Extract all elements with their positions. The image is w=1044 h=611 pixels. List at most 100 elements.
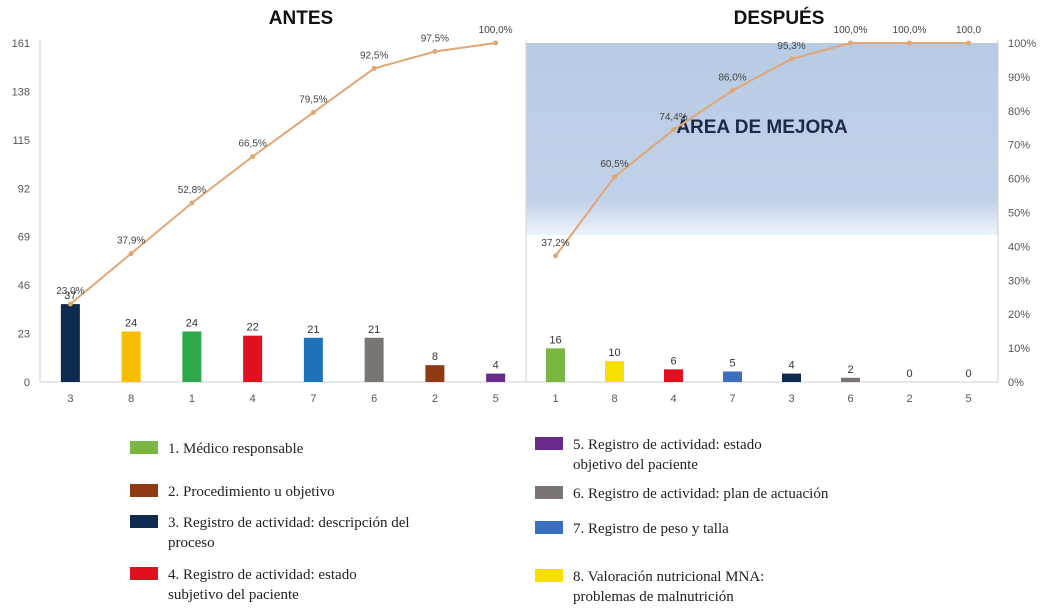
x-tick-label: 3 [788,393,794,405]
cumulative-point [966,40,971,46]
x-tick-label: 6 [371,393,377,405]
legend-item-7: 7. Registro de peso y talla [535,519,855,539]
bar-value-label: 37 [64,290,76,302]
cumulative-point [371,65,377,71]
x-tick-label: 2 [432,393,438,405]
legend-item-1: 1. Médico responsable [130,439,450,459]
legend-swatch-4 [130,567,158,580]
legend-label-4: 4. Registro de actividad: estado subjeti… [168,567,357,603]
improvement-area [526,43,998,235]
legend-item-8: 8. Valoración nutricional MNA: problemas… [535,567,815,607]
bar-value-label: 4 [493,360,499,372]
cumulative-point [493,40,499,46]
legend-swatch-8 [535,569,563,582]
bar-value-label: 2 [847,364,853,376]
antes-title: ANTES [269,8,333,29]
bar-value-label: 22 [247,322,259,334]
cumulative-pct-label: 37,2% [541,238,569,249]
cumulative-pct-label: 60,5% [600,159,628,170]
cumulative-point [189,200,195,206]
legend-swatch-5 [535,437,563,450]
cumulative-point [67,301,73,307]
bar-value-label: 24 [125,317,137,329]
y-tick-label: 92 [18,183,30,195]
bar-value-label: 0 [965,368,971,380]
cumulative-point [907,40,912,46]
y-right-tick-label: 70% [1008,140,1030,152]
legend-label-7: 7. Registro de peso y talla [573,521,729,537]
bar [605,360,624,382]
despues-title: DESPUÉS [734,7,825,29]
y-right-tick-label: 20% [1008,309,1030,321]
legend-label-8: 8. Valoración nutricional MNA: problemas… [573,569,765,605]
y-right-tick-label: 10% [1008,343,1030,355]
x-tick-label: 4 [670,393,676,405]
y-right-tick-label: 0% [1008,377,1024,389]
y-right-tick-label: 30% [1008,275,1030,287]
x-tick-label: 7 [729,393,735,405]
x-tick-label: 5 [493,393,499,405]
y-tick-label: 115 [12,135,30,147]
y-right-tick-label: 80% [1008,106,1030,118]
legend-item-3: 3. Registro de actividad: descripción de… [130,513,430,553]
legend-label-5: 5. Registro de actividad: estado objetiv… [573,437,762,473]
cumulative-pct-label: 100,0% [834,25,868,36]
cumulative-point [612,174,617,180]
cumulative-point [671,127,676,133]
x-tick-label: 3 [67,393,73,405]
cumulative-pct-label: 100,0 [956,25,981,36]
x-tick-label: 8 [611,393,617,405]
cumulative-pct-label: 79,5% [299,94,327,105]
y-tick-label: 161 [12,38,30,50]
x-tick-label: 8 [128,393,134,405]
bar-value-label: 21 [307,324,319,336]
x-tick-label: 6 [847,393,853,405]
bar [425,365,445,382]
bar [121,331,141,382]
cumulative-pct-label: 52,8% [178,185,206,196]
cumulative-point [250,154,256,160]
y-tick-label: 0 [24,377,30,389]
bar-value-label: 6 [670,355,676,367]
x-tick-label: 5 [965,393,971,405]
pareto-chart: ÁREA DE MEJORA ANTES DESPUÉS 02346699211… [12,7,1037,405]
legend: 1. Médico responsable 2. Procedimiento u… [0,425,1044,611]
legend-swatch-6 [535,486,563,499]
bar [841,377,860,382]
improvement-area-label: ÁREA DE MEJORA [676,116,848,138]
legend-swatch-2 [130,484,158,497]
cumulative-pct-label: 74,4% [659,112,687,123]
legend-item-4: 4. Registro de actividad: estado subjeti… [130,565,410,605]
cumulative-line [554,42,969,257]
x-tick-label: 1 [552,393,558,405]
cumulative-point [553,253,558,259]
bar [182,331,202,382]
x-tick-label: 7 [310,393,316,405]
y-right-tick-label: 90% [1008,72,1030,84]
cumulative-pct-label: 66,5% [238,139,266,150]
bar [486,373,506,382]
cumulative-point [432,48,438,54]
bar-value-label: 0 [906,368,912,380]
bar [364,337,384,382]
legend-swatch-3 [130,515,158,528]
legend-label-1: 1. Médico responsable [168,441,304,457]
bar-value-label: 4 [788,360,794,372]
y-tick-label: 46 [18,280,30,292]
bar-value-label: 5 [729,357,735,369]
x-tick-label: 2 [906,393,912,405]
cumulative-point [789,56,794,62]
legend-label-3: 3. Registro de actividad: descripción de… [168,515,410,551]
bar [303,337,323,382]
bar [60,304,80,382]
y-tick-label: 23 [18,329,30,341]
cumulative-pct-label: 86,0% [718,72,746,83]
y-right-tick-label: 60% [1008,174,1030,186]
bar-value-label: 8 [432,351,438,363]
legend-swatch-7 [535,521,563,534]
bar-value-label: 16 [549,334,561,346]
legend-swatch-1 [130,441,158,454]
bar [782,373,801,382]
bar [664,369,683,382]
cumulative-pct-label: 37,9% [117,236,145,247]
